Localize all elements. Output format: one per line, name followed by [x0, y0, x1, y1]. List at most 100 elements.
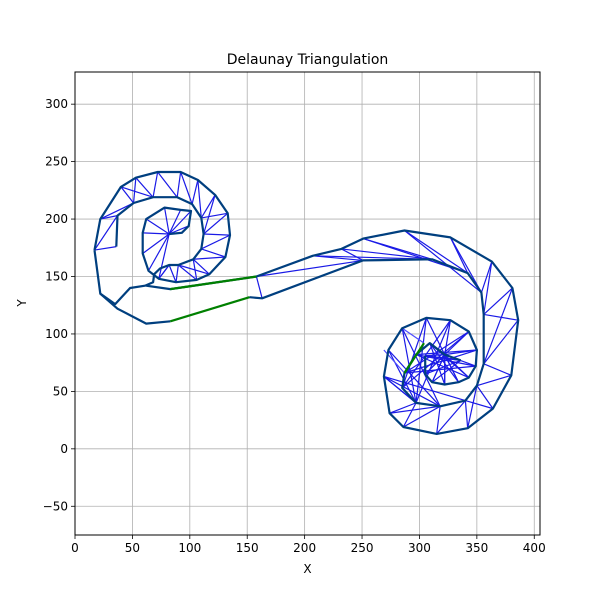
y-tick-label: 250 — [45, 155, 68, 169]
mesh-edge — [431, 354, 446, 383]
x-axis-label: X — [303, 562, 311, 576]
mesh-edge — [444, 331, 470, 356]
mesh-edge — [175, 264, 179, 283]
mesh-edge — [403, 405, 441, 428]
mesh-edge — [168, 264, 177, 283]
mesh-edge — [152, 171, 159, 198]
x-tick-label: 0 — [71, 541, 79, 555]
mesh-edge — [444, 354, 470, 379]
mesh-edge — [431, 359, 462, 383]
mesh-edge — [436, 400, 466, 435]
mesh-edge — [120, 186, 135, 204]
mesh-edge — [201, 248, 226, 258]
mesh-edge — [476, 374, 512, 387]
boundary-upper-tail — [146, 229, 520, 435]
chart-title: Delaunay Triangulation — [227, 52, 389, 68]
mesh-edge — [142, 232, 170, 235]
mesh-edge — [404, 230, 482, 294]
mesh-edge — [425, 354, 445, 357]
x-tick-label: 100 — [178, 541, 201, 555]
mesh-edge — [341, 248, 364, 261]
y-tick-label: 0 — [60, 442, 68, 456]
x-tick-label: 300 — [408, 541, 431, 555]
y-tick-label: 200 — [45, 212, 68, 226]
x-tick-label: 250 — [351, 541, 374, 555]
mesh-edge — [177, 264, 198, 281]
boundary-left-spiral-inner — [93, 196, 205, 306]
mesh-edge — [429, 342, 446, 385]
mesh-edge — [401, 327, 425, 344]
mesh-edge — [476, 385, 494, 409]
bridge-edge — [403, 342, 425, 374]
mesh-edge — [449, 237, 482, 293]
x-tick-label: 200 — [293, 541, 316, 555]
mesh-edge — [132, 177, 137, 204]
mesh-edge — [389, 402, 417, 414]
mesh-edge — [142, 233, 170, 255]
mesh-edge — [192, 258, 210, 275]
mesh-edge — [99, 202, 134, 220]
y-tick-label: 50 — [53, 384, 68, 398]
mesh-edge — [157, 171, 178, 198]
x-axis-ticks: 0 50 100 150 200 250 300 350 400 — [71, 535, 546, 555]
y-axis-ticks: −50 0 50 100 150 200 250 300 — [43, 97, 75, 513]
mesh-edge — [197, 179, 202, 218]
mesh-edge — [387, 349, 417, 404]
mesh-edge — [424, 359, 461, 375]
mesh-edge — [203, 233, 231, 236]
mesh-edge — [191, 179, 199, 205]
x-tick-label: 50 — [125, 541, 140, 555]
mesh-edge — [120, 186, 154, 198]
mesh-edge — [483, 363, 512, 376]
mesh-edge — [203, 194, 216, 235]
mesh-edge — [255, 276, 263, 299]
mesh-edge — [100, 215, 118, 220]
mesh-edge — [94, 246, 117, 251]
mesh-edge — [256, 259, 364, 278]
mesh-edge — [425, 317, 446, 355]
mesh-edge — [467, 385, 478, 429]
plot-area-frame — [74, 71, 541, 536]
mesh-edge — [341, 248, 433, 260]
mesh-edge — [180, 171, 193, 205]
mesh-edge — [178, 264, 210, 275]
mesh-edge — [147, 233, 170, 272]
mesh-edge — [389, 405, 441, 414]
mesh-edge — [483, 261, 493, 315]
mesh-edge — [424, 354, 446, 375]
mesh-edge — [444, 354, 460, 383]
mesh-edge — [483, 287, 513, 315]
mesh-edge — [94, 215, 118, 251]
mesh-edge — [201, 234, 231, 250]
mesh-edge — [163, 207, 170, 235]
mesh-edge — [176, 171, 182, 198]
mesh-edge — [193, 256, 226, 260]
bridge-edges — [169, 275, 425, 374]
boundary-left-spiral-outer — [93, 170, 232, 284]
mesh-edge — [404, 230, 469, 274]
y-tick-label: −50 — [43, 499, 68, 513]
mesh-edge — [465, 400, 494, 410]
mesh-edge — [192, 259, 198, 281]
mesh-edge — [158, 264, 170, 280]
x-tick-label: 400 — [523, 541, 546, 555]
y-tick-label: 100 — [45, 327, 68, 341]
y-tick-label: 300 — [45, 97, 68, 111]
mesh-edge — [444, 320, 452, 355]
mesh-edge — [480, 261, 493, 293]
mesh-edge — [168, 209, 182, 235]
mesh-edge — [483, 319, 519, 365]
bridge-edge — [169, 296, 250, 323]
mesh-edge — [483, 287, 514, 365]
mesh-edge — [201, 212, 228, 219]
mesh-edge — [402, 402, 417, 428]
x-tick-label: 150 — [236, 541, 259, 555]
bridge-edge — [170, 275, 257, 291]
mesh-edge — [401, 317, 427, 389]
mesh-edge — [203, 212, 229, 235]
mesh-edge — [383, 375, 441, 407]
mesh-edge — [145, 218, 170, 235]
mesh-edge — [436, 406, 441, 434]
mesh-edge — [383, 375, 466, 402]
